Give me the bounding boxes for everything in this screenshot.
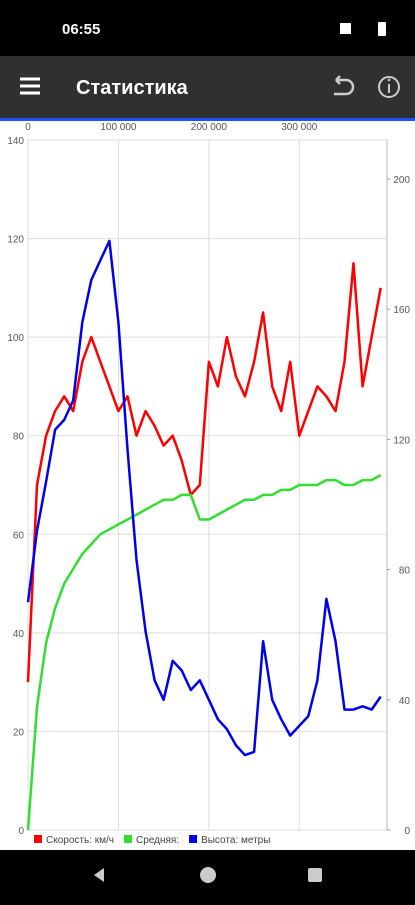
- series-line: [26, 261, 382, 683]
- battery-icon: [378, 22, 386, 36]
- legend-label: Скорость: км/ч: [46, 835, 114, 846]
- legend-swatch: [189, 835, 198, 843]
- series-line: [26, 239, 382, 757]
- legend-label: Высота: метры: [201, 835, 270, 846]
- back-button[interactable]: [94, 868, 104, 882]
- menu-button[interactable]: [20, 77, 40, 95]
- legend-swatch: [123, 835, 132, 843]
- recents-button[interactable]: [308, 868, 322, 882]
- y-tick-label: 120: [7, 235, 24, 246]
- y2-tick-label: 80: [399, 566, 411, 577]
- x-tick-label: 200 000: [191, 122, 228, 133]
- y-tick-label: 0: [18, 826, 24, 837]
- wifi-icon: [340, 23, 351, 34]
- status-icons: [340, 22, 386, 36]
- y-tick-label: 140: [7, 136, 24, 147]
- accent-line: [0, 118, 415, 121]
- home-button[interactable]: [200, 867, 216, 883]
- y-tick-label: 60: [13, 530, 25, 541]
- y-tick-label: 100: [7, 333, 24, 344]
- x-tick-label: 300 000: [281, 122, 318, 133]
- legend-swatch: [34, 835, 42, 843]
- undo-button[interactable]: [334, 75, 355, 96]
- y-tick-label: 20: [13, 727, 25, 738]
- y-tick-label: 40: [13, 629, 25, 640]
- y2-tick-label: 200: [393, 175, 410, 186]
- x-tick-label: 100 000: [100, 122, 137, 133]
- info-button[interactable]: [378, 76, 400, 98]
- x-tick-label: 0: [25, 122, 31, 133]
- plot-area: [27, 139, 388, 831]
- y2-tick-label: 120: [393, 435, 410, 446]
- y2-tick-label: 160: [393, 305, 410, 316]
- series-line: [26, 474, 382, 831]
- clock: 06:55: [62, 21, 100, 38]
- app-title: Статистика: [76, 77, 189, 99]
- y-tick-label: 80: [13, 432, 25, 443]
- y2-tick-label: 40: [399, 696, 411, 707]
- y2-tick-label: 0: [404, 826, 410, 837]
- legend-label: Средняя:: [136, 835, 179, 846]
- app-bar: [0, 56, 415, 118]
